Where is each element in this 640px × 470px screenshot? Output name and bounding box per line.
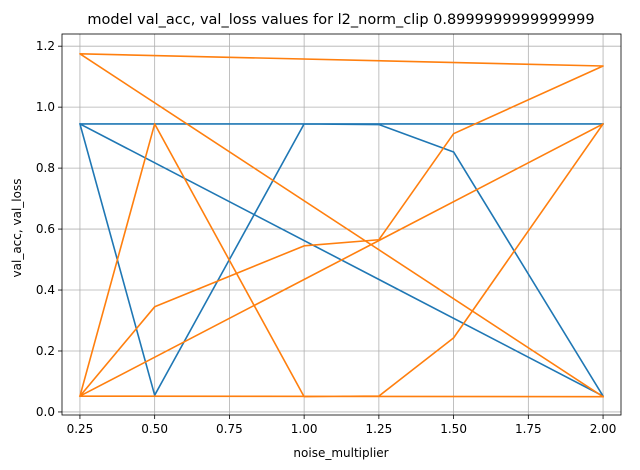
chart-title: model val_acc, val_loss values for l2_no… [87,12,594,28]
x-tick-label: 1.75 [515,422,542,436]
x-axis-label: noise_multiplier [293,446,388,460]
y-tick-label: 0.8 [36,161,55,175]
series-line-1 [78,122,604,397]
x-tick-label: 0.75 [216,422,243,436]
series-line-3 [78,123,604,398]
y-axis-label: val_acc, val_loss [10,179,24,278]
x-tick-label: 2.00 [590,422,617,436]
x-tick-label: 1.25 [366,422,393,436]
series-line-2 [78,53,605,398]
y-tick-label: 0.6 [36,222,55,236]
x-tick-label: 0.25 [67,422,94,436]
x-tick-label: 0.50 [141,422,168,436]
y-tick-label: 1.0 [36,100,55,114]
y-tick-label: 1.2 [36,39,55,53]
series-layer [78,53,605,398]
x-axis-ticks: 0.25 0.50 0.75 1.00 1.25 1.50 1.75 2.00 [67,415,617,436]
y-tick-label: 0.2 [36,344,55,358]
plot-frame [61,33,622,416]
x-tick-label: 1.50 [440,422,467,436]
y-tick-label: 0.4 [36,283,55,297]
y-axis-ticks: 0.0 0.2 0.4 0.6 0.8 1.0 1.2 [36,39,62,419]
grid [62,34,621,415]
y-tick-label: 0.0 [36,405,55,419]
x-tick-label: 1.00 [291,422,318,436]
